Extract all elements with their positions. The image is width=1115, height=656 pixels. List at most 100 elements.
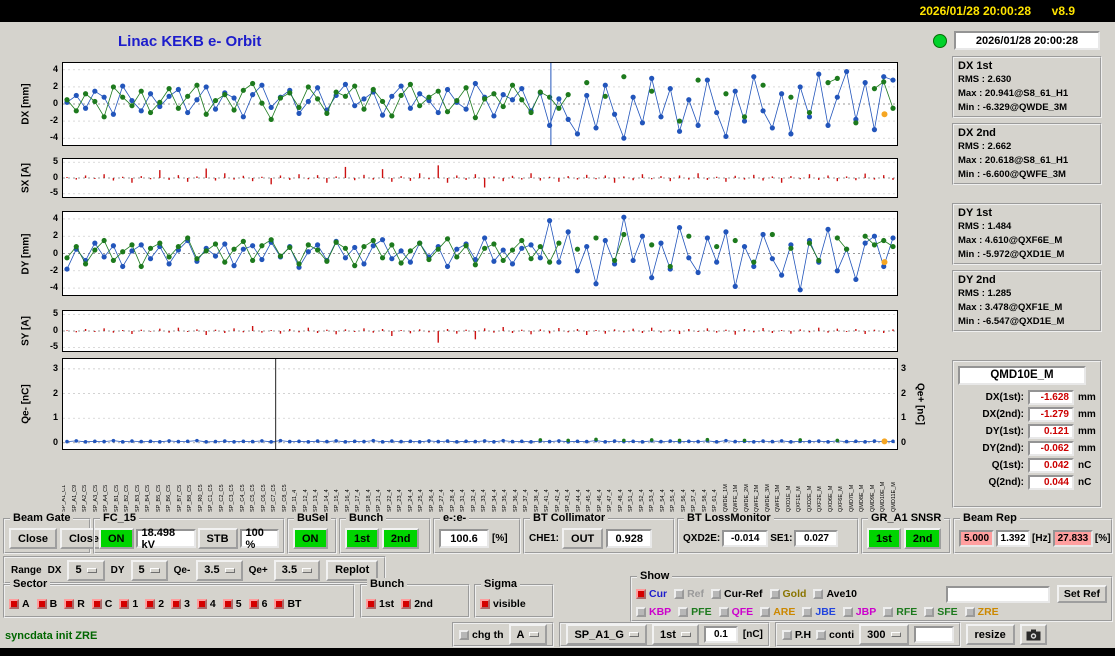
checkbox-are[interactable]: ARE xyxy=(760,606,795,618)
beam-rep-value-display: 1.392 xyxy=(996,530,1031,547)
mode-select[interactable]: A xyxy=(508,624,548,645)
checkbox-label: Cur-Ref xyxy=(724,588,763,600)
checkbox-label: B xyxy=(49,597,58,610)
checkbox-sigma-visible[interactable]: visible xyxy=(480,598,526,610)
checkbox-2[interactable]: 2 xyxy=(145,598,164,610)
range-qe-plus-select[interactable]: 3.5 xyxy=(273,559,321,581)
ref-input[interactable] xyxy=(945,585,1050,603)
checkbox-b[interactable]: B xyxy=(36,597,58,610)
checkbox-square xyxy=(64,598,75,609)
bpm-label: SP_13_4 xyxy=(313,489,319,512)
checkbox-4[interactable]: 4 xyxy=(196,598,216,610)
qmd-row: Q(2nd): 0.044 nC xyxy=(958,474,1096,490)
replot-button[interactable]: Replot xyxy=(326,559,379,581)
bpm-label: SP_C6_C5 xyxy=(260,484,267,512)
qmd-row: DX(1st): -1.628 mm xyxy=(958,389,1096,405)
checkbox-a[interactable]: A xyxy=(9,598,30,610)
camera-button[interactable] xyxy=(1019,624,1047,645)
y-tick-label: 2 xyxy=(52,80,58,91)
plot-sx[interactable] xyxy=(62,158,898,198)
bunch-number-select[interactable]: 1st xyxy=(651,624,699,645)
checkbox-sfe[interactable]: SFE xyxy=(924,606,958,618)
checkbox-square xyxy=(883,607,894,617)
bpm-label: SP_61_4 xyxy=(712,489,718,512)
bpm-label: QWFE_1M xyxy=(733,484,739,512)
checkbox-r[interactable]: R xyxy=(64,598,85,610)
range-qe-minus-select[interactable]: 3.5 xyxy=(196,559,243,581)
qmd-row-unit: nC xyxy=(1078,476,1092,488)
checkbox-zre[interactable]: ZRE xyxy=(964,606,999,618)
page-title: Linac KEKB e- Orbit xyxy=(118,33,262,50)
busel-on-button[interactable]: ON xyxy=(293,528,328,549)
checkbox-1[interactable]: 1 xyxy=(119,598,138,610)
chart-dy: DY [mm] 4 2 0 -2 -4 xyxy=(0,211,1115,296)
count-select[interactable]: 300 xyxy=(859,624,909,645)
checkbox-chg-th[interactable]: chg th xyxy=(459,629,504,641)
plot-charge[interactable] xyxy=(62,358,898,450)
beam-gate-close-2-button[interactable]: Close xyxy=(59,528,108,549)
checkbox-jbp[interactable]: JBP xyxy=(842,606,876,618)
beam-gate-close-1-button[interactable]: Close xyxy=(9,528,57,549)
checkbox-rfe[interactable]: RFE xyxy=(883,606,917,618)
checkbox-5[interactable]: 5 xyxy=(222,598,242,610)
bpm-label: QXF1E_M xyxy=(796,486,802,512)
checkbox-6[interactable]: 6 xyxy=(248,598,267,610)
checkbox-ph[interactable]: P.H xyxy=(781,629,811,641)
set-ref-button[interactable]: Set Ref xyxy=(1056,585,1107,603)
checkbox-gold[interactable]: Gold xyxy=(769,588,806,600)
checkbox-label: conti xyxy=(829,628,855,641)
bpm-select[interactable]: SP_A1_G xyxy=(566,624,647,645)
bunch-2nd-button[interactable]: 2nd xyxy=(381,528,420,549)
checkbox-3[interactable]: 3 xyxy=(171,598,190,610)
range-qe-plus-label: Qe+ xyxy=(248,564,268,576)
checkbox-2nd[interactable]: 2nd xyxy=(401,598,433,610)
checkbox-ref[interactable]: Ref xyxy=(674,588,704,600)
beam-rep-rate-display: 5.000 xyxy=(959,530,995,547)
qmd-row-label: DX(2nd): xyxy=(982,408,1024,420)
checkbox-1st[interactable]: 1st xyxy=(366,598,394,610)
checkbox-conti[interactable]: conti xyxy=(816,629,854,641)
plot-dy[interactable] xyxy=(62,211,898,296)
status-led xyxy=(933,34,947,48)
checkbox-pfe[interactable]: PFE xyxy=(678,606,712,618)
fc15-stb-button[interactable]: STB xyxy=(197,528,238,549)
checkbox-c[interactable]: C xyxy=(91,598,112,610)
bpm-label: SP_R0_C5 xyxy=(197,484,204,512)
fc15-on-button[interactable]: ON xyxy=(99,528,134,549)
stats-dy-1st: DY 1st RMS : 1.484 Max : 4.610@QXF6E_M M… xyxy=(952,203,1102,266)
bpm-label: SP_11_4 xyxy=(292,489,298,512)
checkbox-jbe[interactable]: JBE xyxy=(802,606,836,618)
che1-out-button[interactable]: OUT xyxy=(562,528,604,549)
bunch-1st-button[interactable]: 1st xyxy=(345,528,379,549)
range-dx-select[interactable]: 5 xyxy=(67,559,105,581)
gr-a1-1st-button[interactable]: 1st xyxy=(867,528,901,549)
checkbox-ave10[interactable]: Ave10 xyxy=(813,588,857,600)
checkbox-cur-ref[interactable]: Cur-Ref xyxy=(711,588,763,600)
gr-a1-2nd-button[interactable]: 2nd xyxy=(903,528,942,549)
threshold-input[interactable]: 0.1 xyxy=(703,626,738,643)
y-tick-label: 0 xyxy=(52,172,58,182)
checkbox-cur[interactable]: Cur xyxy=(636,588,667,600)
checkbox-kbp[interactable]: KBP xyxy=(636,606,671,618)
resize-button[interactable]: resize xyxy=(965,624,1015,645)
checkbox-qfe[interactable]: QFE xyxy=(718,606,753,618)
bpm-label: QXD1E_M xyxy=(785,485,792,512)
bpm-label: QWDE_3M xyxy=(764,484,771,512)
option-menu-dash-icon xyxy=(302,567,313,573)
sector-checkboxes: A B R C 1 2 3 4 5 6 BT xyxy=(9,598,301,610)
bpm-label: SP_23_4 xyxy=(397,489,403,512)
group-label: Beam Rep xyxy=(960,512,1020,526)
qmd-row: Q(1st): 0.042 nC xyxy=(958,457,1096,473)
plot-sy[interactable] xyxy=(62,310,898,352)
fc15-percent-display: 100 % xyxy=(239,527,279,551)
y-tick-label: 5 xyxy=(52,308,58,319)
bpm-label: SP_57_4 xyxy=(691,489,697,512)
y-axis-label-sy: SY [A] xyxy=(20,316,32,346)
busel-group: BuSel ON xyxy=(287,512,337,554)
plot-dx[interactable] xyxy=(62,62,898,146)
blank-field[interactable] xyxy=(913,626,954,643)
range-dy-select[interactable]: 5 xyxy=(130,559,168,581)
checkbox-bt[interactable]: BT xyxy=(274,598,301,610)
acquisition-strip: P.H conti 300 xyxy=(774,622,961,647)
